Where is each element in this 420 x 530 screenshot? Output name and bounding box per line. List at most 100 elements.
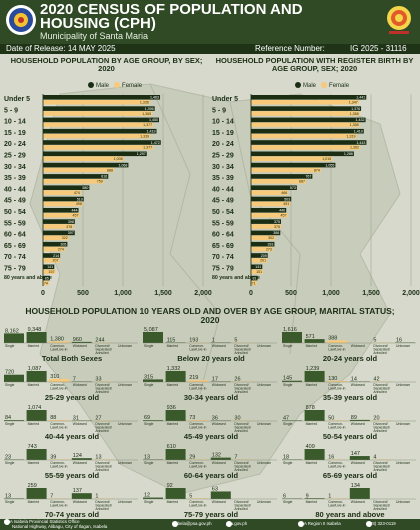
- x-tick-label: 2,000: [194, 290, 212, 297]
- marital-panel-label: 25-29 years old: [44, 393, 100, 402]
- marital-category-label: Law/Live-in: [50, 503, 67, 507]
- marital-value-label: 409: [306, 444, 315, 450]
- marital-bar: [282, 420, 302, 421]
- data-label: 1,358: [350, 112, 359, 116]
- marital-value-label: 47: [283, 415, 289, 421]
- bar-male: [251, 140, 367, 145]
- marital-category-label: Single: [144, 461, 154, 465]
- bar-male: [251, 230, 281, 236]
- marital-value-label: 7: [234, 455, 237, 461]
- marital-panel: 23 Single 743 Married 39 Common- Law/Live-in 12…: [4, 444, 140, 480]
- data-label: 378: [66, 225, 72, 229]
- marital-category-label: Single: [283, 461, 293, 465]
- data-label: 1,068: [118, 163, 127, 167]
- marital-value-label: 84: [5, 415, 11, 421]
- marital-value-label: 610: [167, 444, 176, 450]
- marital-value-label: 743: [28, 444, 37, 450]
- marital-category-label: Widowed: [73, 344, 87, 348]
- marital-bar: [4, 459, 24, 460]
- marital-category-label: Single: [144, 422, 154, 426]
- marital-panel: 18 Single 409 Married 16 Common- Law/Live-in 14…: [282, 444, 418, 480]
- data-label: 207: [53, 259, 59, 263]
- bar-male: [251, 241, 275, 247]
- data-label: 81: [252, 276, 256, 280]
- marital-bar: [71, 341, 92, 343]
- marital-category-label: Divorced/: [95, 461, 109, 465]
- category-label: 50 - 54: [4, 209, 26, 216]
- data-label: 1,432: [356, 118, 365, 122]
- marital-bar: [188, 380, 209, 382]
- marital-category-label: Widowed: [351, 344, 365, 348]
- data-label: 1,463: [150, 96, 159, 100]
- data-label: 375: [274, 225, 280, 229]
- marital-category-label: Law/Live-in: [50, 386, 67, 390]
- marital-bar: [188, 342, 209, 343]
- marital-category-label: Unknown: [257, 500, 271, 504]
- marital-bar: [143, 459, 163, 460]
- bar-male: [251, 174, 313, 179]
- marital-category-label: Married: [28, 500, 40, 504]
- category-label: 65 - 69: [212, 243, 234, 250]
- data-label: 1,377: [143, 146, 152, 150]
- bar-male: [43, 128, 157, 134]
- bar-male: [251, 162, 336, 168]
- marital-value-label: 7: [50, 494, 53, 500]
- marital-category-label: Common-: [189, 500, 204, 504]
- marital-bar: [4, 420, 24, 421]
- marital-value-label: 9: [306, 493, 309, 499]
- marital-value-label: 132: [212, 453, 221, 459]
- data-label: 580: [82, 186, 88, 190]
- psa-seal-icon: [6, 5, 36, 35]
- marital-panel: 13 Single 610 Married 29 Common- Law/Live-in 13…: [143, 444, 279, 480]
- category-label: 30 - 34: [4, 164, 26, 171]
- data-label: 687: [299, 180, 305, 184]
- bar-female: [251, 156, 333, 161]
- marital-category-label: Divorced/: [95, 422, 109, 426]
- legend-left: Male Female: [88, 82, 142, 89]
- category-label: 20 - 24: [212, 141, 234, 148]
- x-tick-label: 500: [285, 290, 297, 297]
- facebook-icon: [298, 521, 304, 527]
- marital-value-label: 6: [283, 494, 286, 500]
- marital-category-label: Separated/: [95, 425, 112, 429]
- marital-category-label: Separated/: [234, 347, 251, 351]
- marital-category-label: Law/Live-in: [189, 386, 206, 390]
- data-label: 398: [68, 220, 74, 224]
- marital-panel-label: 75-79 years old: [183, 510, 239, 519]
- release-info-bar: Date of Release: 14 MAY 2025 Reference N…: [0, 44, 420, 54]
- marital-value-label: 27: [95, 416, 101, 422]
- data-label: 503: [284, 197, 290, 201]
- marital-panel-label: 35-39 years old: [322, 393, 378, 402]
- footer-bar: PSA Isabela Provincial Statistics Office…: [0, 519, 420, 530]
- marital-value-label: 720: [5, 370, 14, 376]
- marital-bar: [304, 498, 325, 499]
- category-label: 70 - 74: [4, 254, 26, 261]
- bar-male: [43, 151, 147, 157]
- marital-bar: [94, 381, 115, 382]
- marital-bar: [26, 410, 47, 421]
- data-label: 1,339: [140, 134, 149, 138]
- bar-female: [251, 258, 268, 263]
- marital-category-label: Annulled: [234, 507, 247, 511]
- bar-male: [43, 196, 84, 202]
- marital-category-label: Widowed: [212, 461, 226, 465]
- marital-value-label: 310: [50, 374, 59, 380]
- marital-value-label: 936: [167, 405, 176, 411]
- female-legend-swatch: [321, 82, 328, 88]
- bar-female: [43, 179, 104, 184]
- marital-category-label: Married: [28, 461, 40, 465]
- data-label: 759: [97, 180, 103, 184]
- marital-category-label: Married: [306, 344, 318, 348]
- bar-male: [43, 219, 75, 224]
- marital-bar: [210, 491, 231, 499]
- marital-category-label: Common-: [328, 344, 343, 348]
- marital-category-label: Married: [167, 422, 179, 426]
- marital-category-label: Widowed: [212, 344, 226, 348]
- bar-male: [43, 208, 79, 213]
- marital-category-label: Common-: [189, 422, 204, 426]
- marital-category-label: Unknown: [396, 422, 410, 426]
- data-label: 201: [260, 259, 266, 263]
- marital-panel-label: Below 20 years old: [177, 354, 245, 363]
- marital-category-label: Unknown: [257, 344, 271, 348]
